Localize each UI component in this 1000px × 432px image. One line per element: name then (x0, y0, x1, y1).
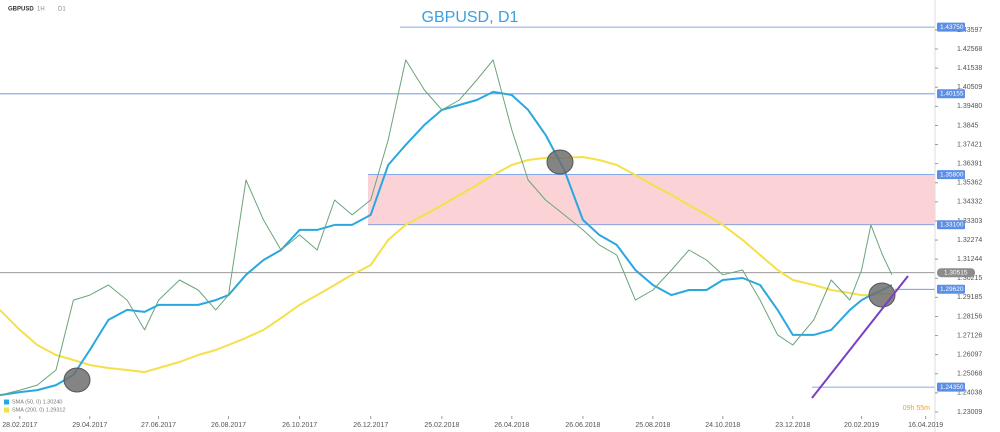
data-layer (0, 59, 893, 397)
y-tick-label: 1.25068 (957, 371, 982, 378)
highlight-circle (868, 282, 896, 308)
zone-layer (368, 174, 935, 225)
sma-line (0, 156, 892, 374)
y-tick-label: 1.27126 (957, 332, 982, 339)
x-tick-label: 23.12.2018 (775, 422, 810, 429)
level-badge (937, 89, 965, 99)
level-badge (937, 284, 965, 294)
x-tick-label: 29.04.2017 (72, 422, 107, 429)
x-tick-label: 26.06.2018 (565, 422, 600, 429)
level-label: 1.30515 (944, 269, 968, 276)
x-tick-label: 24.10.2018 (705, 422, 740, 429)
y-tick-label: 1.36391 (957, 160, 982, 167)
level-badge (937, 382, 965, 392)
axis-panel (935, 0, 1000, 432)
y-tick-label: 1.28156 (957, 313, 982, 320)
y-tick-label: 1.37421 (957, 141, 982, 148)
legend-label: SMA (200, 0) 1.29312 (12, 407, 66, 413)
x-tick-label: 20.02.2019 (844, 422, 879, 429)
timeframe[interactable]: D1 (58, 7, 66, 13)
x-tick-label: 26.10.2017 (282, 422, 317, 429)
y-tick-label: 1.26097 (957, 352, 982, 359)
y-tick-label: 1.31244 (957, 256, 982, 263)
sma-line (0, 90, 893, 397)
countdown: 09h 55m (903, 405, 930, 412)
level-label: 1.35800 (940, 171, 964, 178)
x-tick-label: 26.12.2017 (353, 422, 388, 429)
level-layer (0, 26, 935, 388)
x-tick-label: 28.02.2017 (2, 422, 37, 429)
y-tick-label: 1.40509 (957, 84, 982, 91)
price-line (0, 59, 893, 396)
y-tick-label: 1.32274 (957, 237, 982, 244)
x-tick-label: 27.06.2017 (141, 422, 176, 429)
y-tick-label: 1.35362 (957, 180, 982, 187)
level-badge (937, 170, 965, 180)
y-tick-label: 1.23009 (957, 409, 982, 416)
symbol: GBPUSD (8, 7, 34, 13)
x-tick-label: 26.08.2017 (211, 422, 246, 429)
y-tick-label: 1.42568 (957, 46, 982, 53)
annotation-layer (63, 149, 909, 399)
level-badge (937, 268, 975, 278)
highlight-circle (546, 149, 574, 175)
highlight-circle (63, 367, 91, 393)
y-tick-label: 1.3845 (957, 122, 979, 129)
level-label: 1.40155 (940, 91, 964, 98)
x-tick-label: 25.02.2018 (424, 422, 459, 429)
x-tick-label: 25.08.2018 (635, 422, 670, 429)
y-tick-label: 1.41538 (957, 65, 982, 72)
x-tick-label: 16.04.2019 (908, 422, 943, 429)
legend-swatch (4, 407, 9, 413)
level-label: 1.33100 (940, 221, 964, 228)
axis-layer: 1.43597 1.42568 1.41538 1.40509 1.39480 1.384… (934, 0, 1000, 432)
y-tick-label: 1.34332 (957, 199, 982, 206)
level-badge (937, 220, 965, 230)
x-tick-label: 26.04.2018 (494, 422, 529, 429)
legend-swatch (4, 399, 9, 405)
y-tick-label: 1.39480 (957, 103, 982, 110)
level-label: 1.24350 (940, 384, 964, 391)
zone (368, 174, 935, 225)
y-tick-label: 1.33303 (957, 218, 982, 225)
timeframe[interactable]: 1H (37, 7, 45, 13)
level-label: 1.43750 (940, 24, 964, 31)
y-tick-label: 1.29185 (957, 294, 982, 301)
y-tick-label: 1.43597 (957, 27, 982, 34)
y-tick-label: 1.24038 (957, 390, 982, 397)
y-tick-label: 1.30215 (957, 275, 982, 282)
chart-title: GBPUSD, D1 (422, 9, 519, 26)
level-label: 1.29620 (940, 286, 964, 293)
level-badge (937, 22, 965, 32)
trend-line (811, 275, 909, 399)
legend-label: SMA (50, 0) 1.30240 (12, 399, 62, 405)
